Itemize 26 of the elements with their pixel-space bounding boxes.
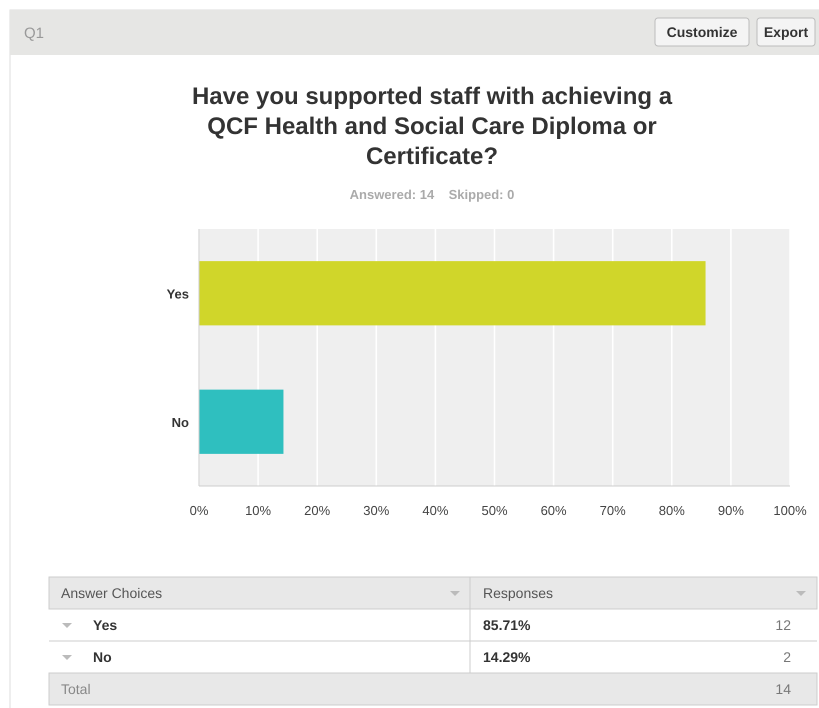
x-tick-label: 60% bbox=[540, 503, 568, 518]
x-tick-label: 100% bbox=[773, 503, 808, 518]
button: Customize bbox=[654, 18, 750, 46]
x-tick-label: 50% bbox=[481, 503, 508, 518]
x-tick-label: 10% bbox=[245, 503, 272, 518]
text: 12 bbox=[775, 617, 792, 633]
x-tick-label: 40% bbox=[422, 503, 449, 518]
text: Q1 bbox=[24, 25, 44, 42]
chart-title: Have you supported staff with achieving a QCF Health and Social Care Diploma or Certificate? bbox=[192, 83, 673, 170]
x-tick-label: 20% bbox=[304, 503, 331, 518]
x-tick-label: 0% bbox=[190, 503, 209, 518]
chart-subtitle: Answered: 14 Skipped: 0 bbox=[350, 187, 514, 202]
x-tick-label: 30% bbox=[363, 503, 390, 518]
text: Responses bbox=[483, 585, 554, 601]
button: Export bbox=[756, 18, 816, 46]
category-label: Yes bbox=[93, 617, 118, 633]
text: 2 bbox=[783, 649, 792, 665]
category-label: No bbox=[93, 649, 112, 665]
text: Answer Choices bbox=[61, 585, 162, 601]
x-tick-label: 90% bbox=[718, 503, 744, 518]
text: Total bbox=[61, 681, 91, 697]
x-tick-label: 80% bbox=[658, 503, 686, 518]
text: 85.71% bbox=[483, 617, 532, 633]
x-tick-label: 70% bbox=[600, 503, 626, 518]
text: 14 bbox=[775, 681, 792, 697]
text: 14.29% bbox=[483, 649, 532, 665]
